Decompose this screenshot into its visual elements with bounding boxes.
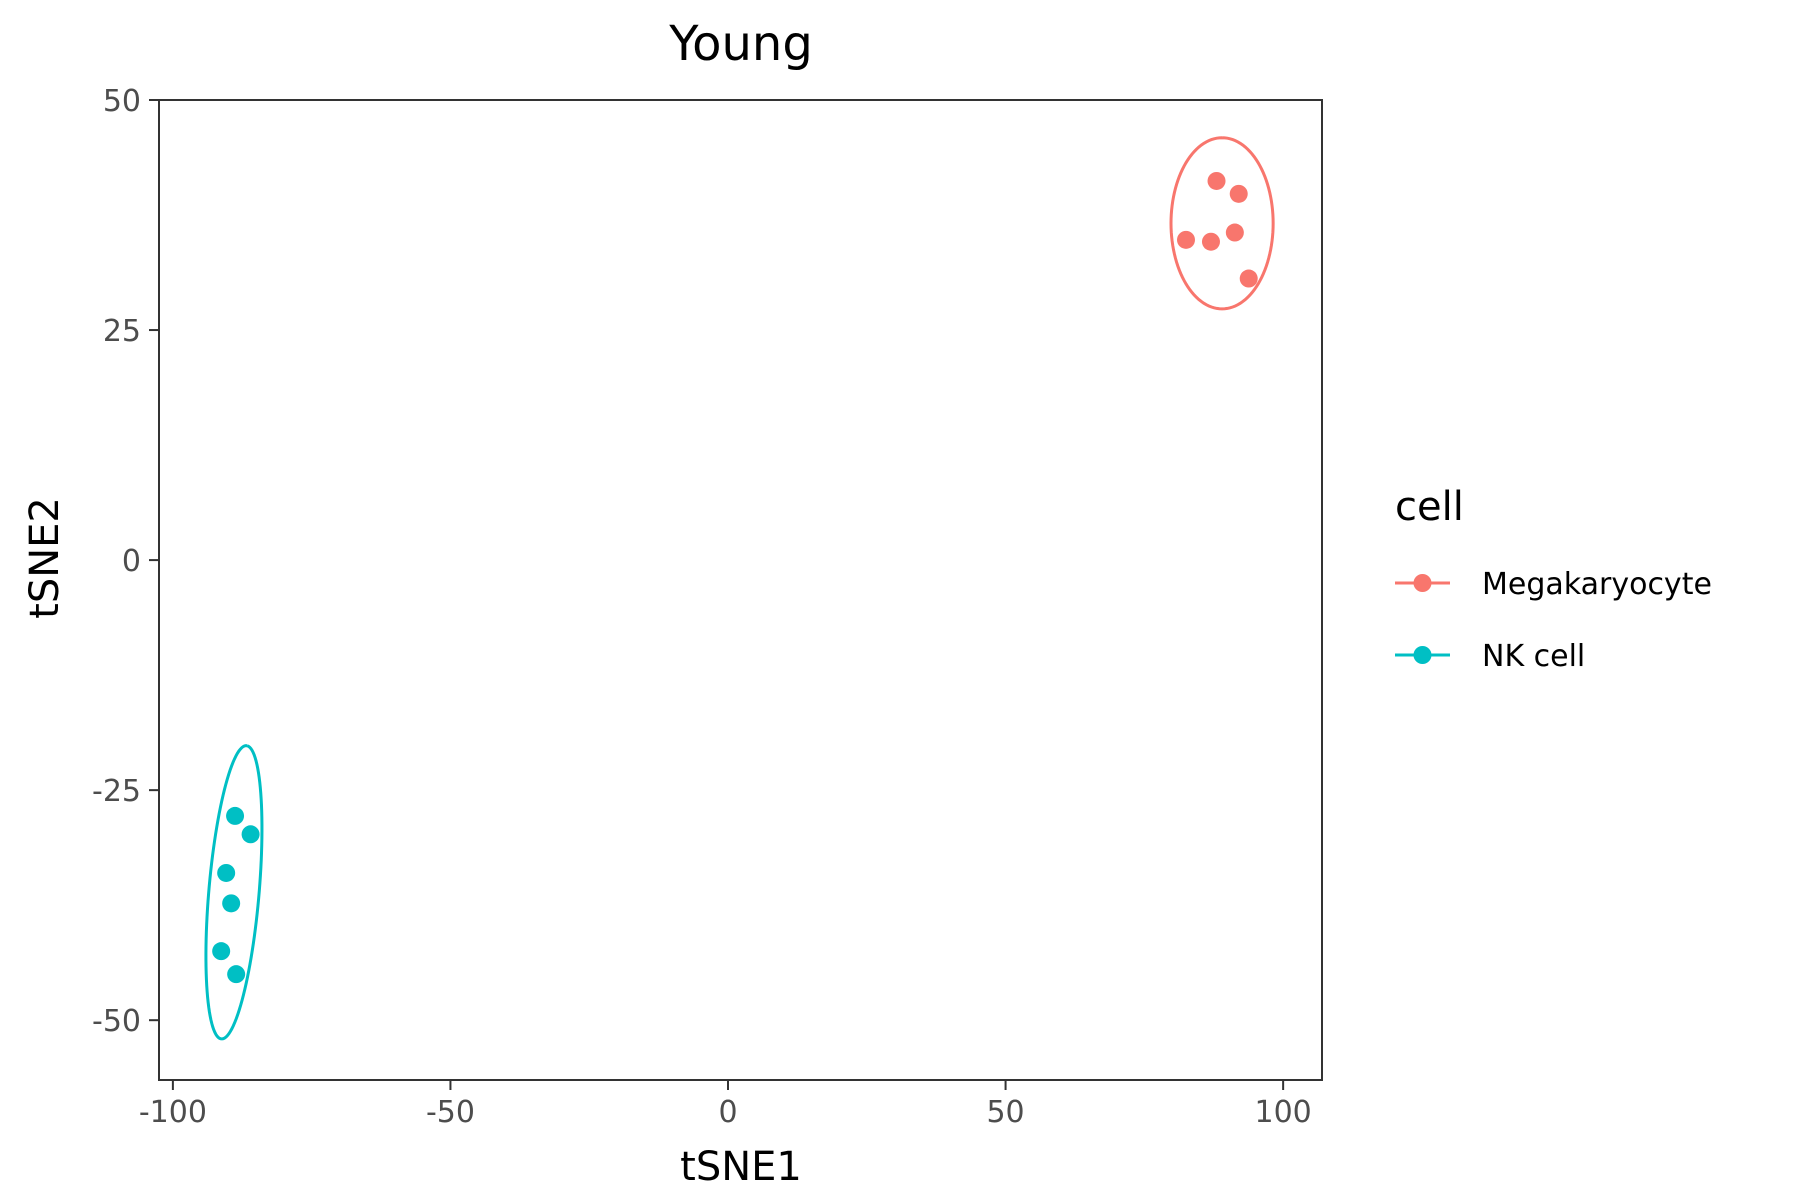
data-point (212, 942, 231, 961)
data-point (222, 894, 241, 913)
x-tick-label: 50 (986, 1095, 1024, 1130)
cluster-ellipse (204, 744, 264, 1041)
data-point (1207, 171, 1226, 190)
x-tick-label: 0 (718, 1095, 737, 1130)
y-axis-title: tSNE2 (22, 497, 68, 619)
data-point (241, 825, 260, 844)
data-point (1225, 223, 1244, 242)
legend-title: cell (1395, 484, 1464, 530)
x-axis-title: tSNE1 (680, 1144, 802, 1190)
y-tick-label: -50 (92, 1004, 141, 1039)
data-point (226, 806, 245, 825)
legend-label: Megakaryocyte (1482, 567, 1712, 602)
data-point (1229, 184, 1248, 203)
chart-title: Young (668, 16, 813, 72)
x-tick-label: 100 (1255, 1095, 1312, 1130)
data-point (1176, 230, 1195, 249)
legend-label: NK cell (1482, 639, 1585, 674)
data-point (1239, 269, 1258, 288)
x-axis: -100 -50 0 50 100 (139, 1080, 1312, 1130)
legend-key-point (1413, 646, 1432, 664)
x-tick-label: -100 (139, 1095, 207, 1130)
legend-key-point (1413, 574, 1432, 592)
cluster-ellipse (1169, 136, 1275, 311)
y-tick-label: -25 (92, 774, 141, 809)
data-point (217, 863, 236, 882)
data-point (227, 965, 246, 984)
legend: cell Megakaryocyte NK cell (1395, 484, 1712, 674)
plot-panel (158, 99, 1323, 1081)
x-tick-label: -50 (426, 1095, 475, 1130)
y-tick-label: 25 (103, 314, 141, 349)
y-tick-label: 50 (103, 84, 141, 119)
y-axis: -50 -25 0 25 50 (92, 84, 159, 1039)
data-points (212, 171, 1258, 984)
cluster-ellipses (204, 136, 1275, 1041)
data-point (1201, 232, 1220, 251)
y-tick-label: 0 (122, 544, 141, 579)
